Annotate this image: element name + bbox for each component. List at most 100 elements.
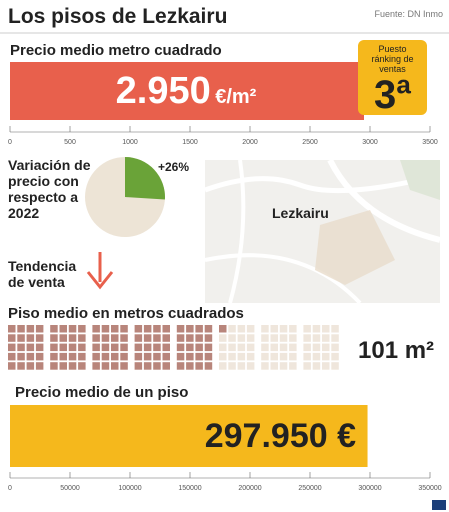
x-tick-label: 350000 xyxy=(418,485,441,492)
waffle-square xyxy=(59,352,67,361)
map-label: Lezkairu xyxy=(272,205,329,221)
ranking-label: Puesto ránking de ventas xyxy=(371,44,414,74)
waffle-square xyxy=(35,325,44,333)
waffle-square xyxy=(219,325,227,333)
waffle-square xyxy=(270,362,278,370)
value-label: 2.950 xyxy=(115,70,211,112)
waffle-square xyxy=(143,362,152,370)
waffle-square xyxy=(289,362,297,370)
waffle-square xyxy=(204,343,213,352)
waffle-square xyxy=(120,352,128,361)
waffle-square xyxy=(322,334,330,342)
waffle-square xyxy=(303,343,311,352)
waffle-square xyxy=(289,325,297,333)
waffle-square xyxy=(8,334,16,342)
unit: €/m² xyxy=(215,86,257,108)
waffle-square xyxy=(261,352,269,361)
waffle-square xyxy=(195,325,203,333)
waffle-square xyxy=(270,325,278,333)
waffle-square xyxy=(68,352,77,361)
waffle-square xyxy=(101,352,110,361)
waffle-square xyxy=(246,362,255,370)
waffle-square xyxy=(312,325,321,333)
waffle-square xyxy=(195,343,203,352)
waffle-square xyxy=(219,362,227,370)
waffle-square xyxy=(204,352,213,361)
x-tick-label: 50000 xyxy=(60,485,80,492)
waffle-square xyxy=(261,325,269,333)
waffle-square xyxy=(186,325,194,333)
waffle-square xyxy=(134,343,143,352)
waffle-square xyxy=(120,334,128,342)
dn-logo xyxy=(432,500,446,510)
waffle-square xyxy=(134,334,143,342)
waffle-square xyxy=(120,362,128,370)
waffle-square xyxy=(176,362,185,370)
waffle-square xyxy=(35,352,44,361)
waffle-square xyxy=(17,325,25,333)
bar-value: 297.950 € xyxy=(10,405,368,467)
waffle-square xyxy=(26,325,35,333)
waffle-square xyxy=(312,343,321,352)
waffle-square xyxy=(101,362,110,370)
waffle-square xyxy=(101,325,110,333)
ranking-value: 3ª xyxy=(373,73,412,117)
waffle-square xyxy=(92,362,100,370)
trend-arrow xyxy=(86,252,114,290)
label: Variación de precio con respecto a 2022 xyxy=(8,157,91,221)
waffle-square xyxy=(8,343,16,352)
waffle-square xyxy=(219,343,227,352)
waffle-square xyxy=(162,343,170,352)
waffle-square xyxy=(153,352,161,361)
waffle-square xyxy=(26,343,35,352)
waffle-square xyxy=(134,352,143,361)
waffle-square xyxy=(111,352,119,361)
waffle-square xyxy=(143,352,152,361)
x-tick-label: 2000 xyxy=(242,139,258,146)
map xyxy=(204,158,441,305)
x-tick-label: 1500 xyxy=(182,139,198,146)
waffle-square xyxy=(120,343,128,352)
waffle-square xyxy=(78,352,86,361)
waffle-square xyxy=(289,334,297,342)
waffle-square xyxy=(195,362,203,370)
waffle-square xyxy=(162,362,170,370)
waffle-square xyxy=(219,334,227,342)
waffle-square xyxy=(153,362,161,370)
bar-value: 2.950 €/m² xyxy=(10,62,362,120)
waffle-square xyxy=(50,352,58,361)
waffle-square xyxy=(143,325,152,333)
x-tick-label: 250000 xyxy=(298,485,321,492)
waffle-square xyxy=(68,325,77,333)
waffle-square xyxy=(101,343,110,352)
waffle-square xyxy=(176,325,185,333)
waffle-square xyxy=(204,325,213,333)
waffle-square xyxy=(237,334,246,342)
waffle-square xyxy=(153,343,161,352)
waffle-square xyxy=(92,325,100,333)
title: Los pisos de Lezkairu xyxy=(8,5,228,28)
waffle-square xyxy=(111,334,119,342)
waffle-square xyxy=(78,334,86,342)
label: Piso medio en metros cuadrados xyxy=(8,305,244,322)
x-tick-label: 3500 xyxy=(422,139,438,146)
waffle-square xyxy=(68,334,77,342)
waffle-square xyxy=(8,362,16,370)
waffle-square xyxy=(322,362,330,370)
waffle-square xyxy=(176,352,185,361)
waffle-square xyxy=(35,343,44,352)
waffle-filled xyxy=(8,325,227,370)
waffle-square xyxy=(186,352,194,361)
waffle-square xyxy=(331,334,339,342)
waffle-square xyxy=(279,362,288,370)
waffle-square xyxy=(331,325,339,333)
waffle-square xyxy=(162,325,170,333)
waffle-square xyxy=(50,325,58,333)
waffle-square xyxy=(261,334,269,342)
waffle-square xyxy=(78,325,86,333)
waffle-square xyxy=(331,343,339,352)
waffle-square xyxy=(17,343,25,352)
waffle-square xyxy=(35,334,44,342)
x-tick-label: 150000 xyxy=(178,485,201,492)
waffle-square xyxy=(153,325,161,333)
